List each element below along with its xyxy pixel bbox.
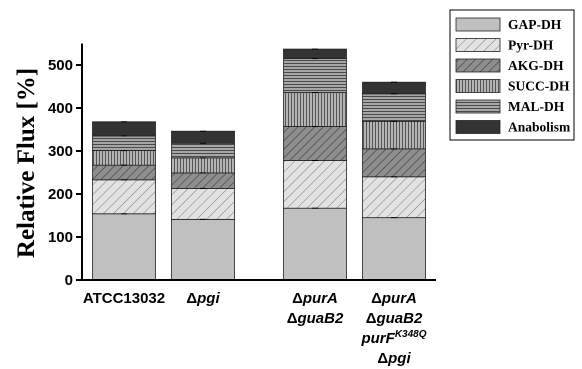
x-category-label: purFK348Q — [360, 329, 426, 347]
x-category-label: ΔguaB2 — [366, 310, 423, 327]
bar-segment-succ-dh — [171, 157, 235, 174]
bar-segment-succ-dh — [362, 120, 426, 150]
bar-segment-anabolism — [362, 81, 426, 95]
bar-stack — [92, 121, 156, 281]
y-axis: 0 100 200 300 400 500 — [48, 43, 436, 289]
y-tick-label: 500 — [48, 57, 73, 74]
legend-label: MAL-DH — [508, 99, 565, 114]
bar-segment-anabolism — [171, 130, 235, 144]
legend-label: Pyr-DH — [508, 38, 554, 53]
bar-segment-akg-dh — [283, 126, 347, 161]
plot-area — [92, 48, 426, 281]
x-category-label: Δpgi — [377, 350, 411, 367]
x-category-label: ΔpurA — [292, 290, 338, 307]
legend-label: GAP-DH — [508, 17, 562, 32]
bar-stack — [171, 130, 235, 281]
bar-segment-gap-dh — [283, 207, 347, 281]
bar-segment-gap-dh — [92, 213, 156, 281]
legend-swatch — [455, 99, 501, 114]
bar-segment-gap-dh — [171, 218, 235, 281]
legend-swatch — [455, 38, 501, 52]
bar-segment-akg-dh — [362, 148, 426, 178]
bar-segment-akg-dh — [171, 172, 235, 189]
legend-swatch — [455, 58, 501, 73]
bar-segment-gap-dh — [362, 217, 426, 281]
bar-segment-pyr-dh — [283, 160, 347, 209]
bar-segment-succ-dh — [283, 92, 347, 127]
legend-label: AKG-DH — [508, 58, 564, 73]
y-tick-label: 400 — [48, 100, 73, 117]
x-axis-labels: ATCC13032 Δpgi ΔpurA ΔguaB2 ΔpurA ΔguaB2 purFK… — [83, 290, 427, 367]
bar-segment-pyr-dh — [92, 179, 156, 215]
bar-segment-succ-dh — [92, 150, 156, 166]
bar-segment-mal-dh — [362, 93, 426, 122]
bar-stack — [362, 81, 426, 281]
legend: GAP-DH Pyr-DH AKG-DH SUCC-DH MAL-DH Anabolism — [449, 9, 575, 141]
y-tick-label: 100 — [48, 229, 73, 246]
bar-segment-mal-dh — [171, 142, 235, 159]
bar-segment-anabolism — [92, 121, 156, 137]
bar-stack — [283, 48, 347, 281]
x-category-label: ΔguaB2 — [287, 310, 344, 327]
bar-segment-anabolism — [283, 48, 347, 59]
x-category-label: ATCC13032 — [83, 290, 165, 307]
bar-segment-mal-dh — [283, 58, 347, 93]
legend-swatch — [455, 17, 501, 32]
bar-segment-pyr-dh — [171, 188, 235, 220]
y-axis-label: Relative Flux [%] — [13, 68, 40, 258]
legend-swatch — [455, 120, 501, 134]
bar-segment-akg-dh — [92, 164, 156, 181]
bar-segment-pyr-dh — [362, 176, 426, 219]
y-tick-label: 0 — [65, 272, 73, 289]
bar-segment-mal-dh — [92, 135, 156, 151]
x-category-label: ΔpurA — [371, 290, 417, 307]
y-tick-label: 300 — [48, 143, 73, 160]
legend-box — [449, 9, 575, 141]
y-tick-label: 200 — [48, 186, 73, 203]
legend-swatch — [455, 79, 501, 93]
x-category-label: Δpgi — [186, 290, 220, 307]
legend-label: SUCC-DH — [508, 79, 570, 94]
legend-label: Anabolism — [508, 120, 571, 135]
